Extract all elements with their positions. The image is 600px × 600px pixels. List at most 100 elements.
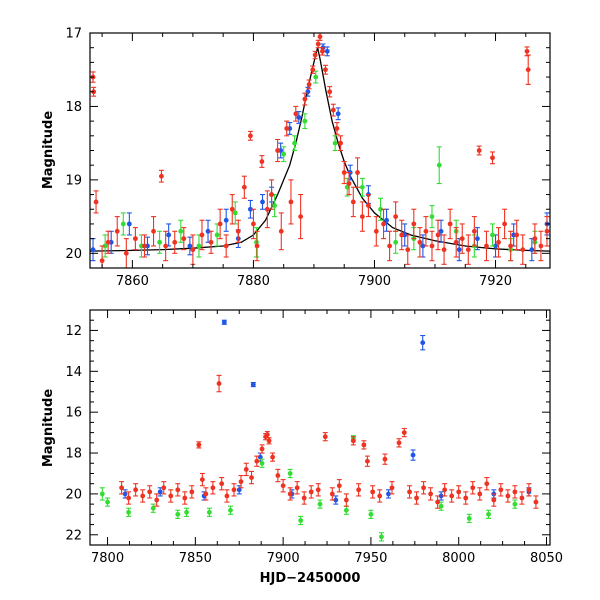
data-point	[275, 138, 281, 163]
data-marker	[260, 199, 265, 205]
data-marker	[312, 52, 318, 58]
data-marker	[382, 456, 388, 462]
data-marker	[350, 438, 356, 444]
y-tick-label: 17	[65, 27, 82, 42]
data-marker	[175, 511, 181, 517]
data-point	[335, 107, 341, 121]
data-point	[356, 483, 362, 497]
data-point	[381, 208, 387, 240]
data-marker	[333, 497, 339, 503]
data-marker	[508, 243, 514, 249]
data-point	[429, 230, 435, 262]
data-point	[350, 436, 356, 446]
data-marker	[476, 148, 482, 153]
data-marker	[247, 206, 253, 212]
data-marker	[393, 214, 399, 219]
data-point	[393, 201, 399, 232]
data-point	[315, 483, 321, 497]
data-point	[359, 201, 365, 232]
data-point	[490, 223, 495, 247]
data-marker	[123, 250, 129, 256]
data-marker	[335, 111, 341, 117]
data-point	[296, 111, 302, 124]
data-point	[205, 219, 211, 243]
data-point	[132, 227, 138, 251]
x-axis-title: HJD−2450000	[260, 571, 361, 586]
data-marker	[378, 206, 383, 212]
data-point	[259, 458, 265, 468]
data-point	[158, 169, 164, 183]
data-marker	[428, 491, 434, 497]
data-marker	[105, 499, 110, 505]
data-point	[288, 179, 294, 225]
data-marker	[359, 214, 365, 219]
data-point	[102, 234, 108, 258]
data-marker	[254, 239, 259, 245]
data-point	[208, 230, 214, 254]
data-point	[181, 227, 187, 251]
data-marker	[373, 228, 379, 234]
data-marker	[166, 232, 172, 238]
data-marker	[217, 221, 223, 227]
data-point	[405, 234, 411, 265]
data-marker	[181, 236, 187, 242]
data-point	[302, 92, 308, 106]
data-point	[227, 505, 233, 515]
data-point	[214, 223, 220, 247]
data-point	[442, 483, 448, 497]
data-point	[284, 120, 290, 137]
data-marker	[344, 184, 350, 190]
data-point	[175, 509, 181, 519]
data-marker	[526, 487, 532, 493]
data-marker	[235, 228, 241, 234]
data-point	[317, 499, 323, 509]
data-marker	[493, 243, 498, 249]
data-marker	[377, 493, 383, 499]
data-point	[476, 145, 482, 156]
data-marker	[236, 487, 242, 493]
data-marker	[298, 518, 304, 523]
data-point	[533, 495, 539, 509]
data-point	[411, 208, 417, 240]
data-point	[175, 483, 181, 497]
data-point	[217, 208, 223, 240]
data-marker	[147, 489, 153, 495]
data-point	[483, 230, 489, 262]
data-point	[157, 230, 163, 254]
y-tick-label: 19	[65, 173, 82, 188]
data-point	[166, 223, 172, 247]
data-marker	[407, 489, 412, 495]
data-marker	[228, 507, 233, 513]
data-marker	[317, 34, 323, 40]
data-point	[399, 219, 405, 251]
data-marker	[386, 491, 391, 497]
data-marker	[196, 442, 202, 448]
data-point	[199, 219, 205, 251]
data-marker	[114, 228, 120, 234]
data-point	[302, 113, 308, 130]
data-point	[154, 493, 160, 507]
data-marker	[393, 239, 399, 245]
x-tick-label: 8050	[530, 551, 563, 566]
bottom-series-0	[119, 374, 539, 509]
data-point	[447, 208, 453, 240]
data-marker	[343, 497, 349, 503]
data-marker	[214, 232, 220, 238]
data-point	[355, 157, 361, 188]
data-point	[238, 474, 244, 489]
data-point	[163, 230, 169, 262]
data-point	[310, 65, 316, 74]
data-point	[382, 453, 388, 465]
data-marker	[182, 495, 188, 501]
data-point	[344, 177, 350, 197]
data-marker	[429, 214, 435, 219]
model-curve	[90, 47, 550, 252]
data-marker	[203, 491, 209, 497]
data-point	[334, 122, 340, 135]
data-point	[278, 212, 284, 251]
data-marker	[332, 140, 338, 146]
data-point	[343, 505, 349, 515]
data-marker	[187, 243, 193, 249]
bottom-panel: 7800 7850 7900 7950 8000 8050 12 14 16 18 20 22 Magn…	[41, 309, 563, 586]
data-marker	[154, 497, 160, 503]
